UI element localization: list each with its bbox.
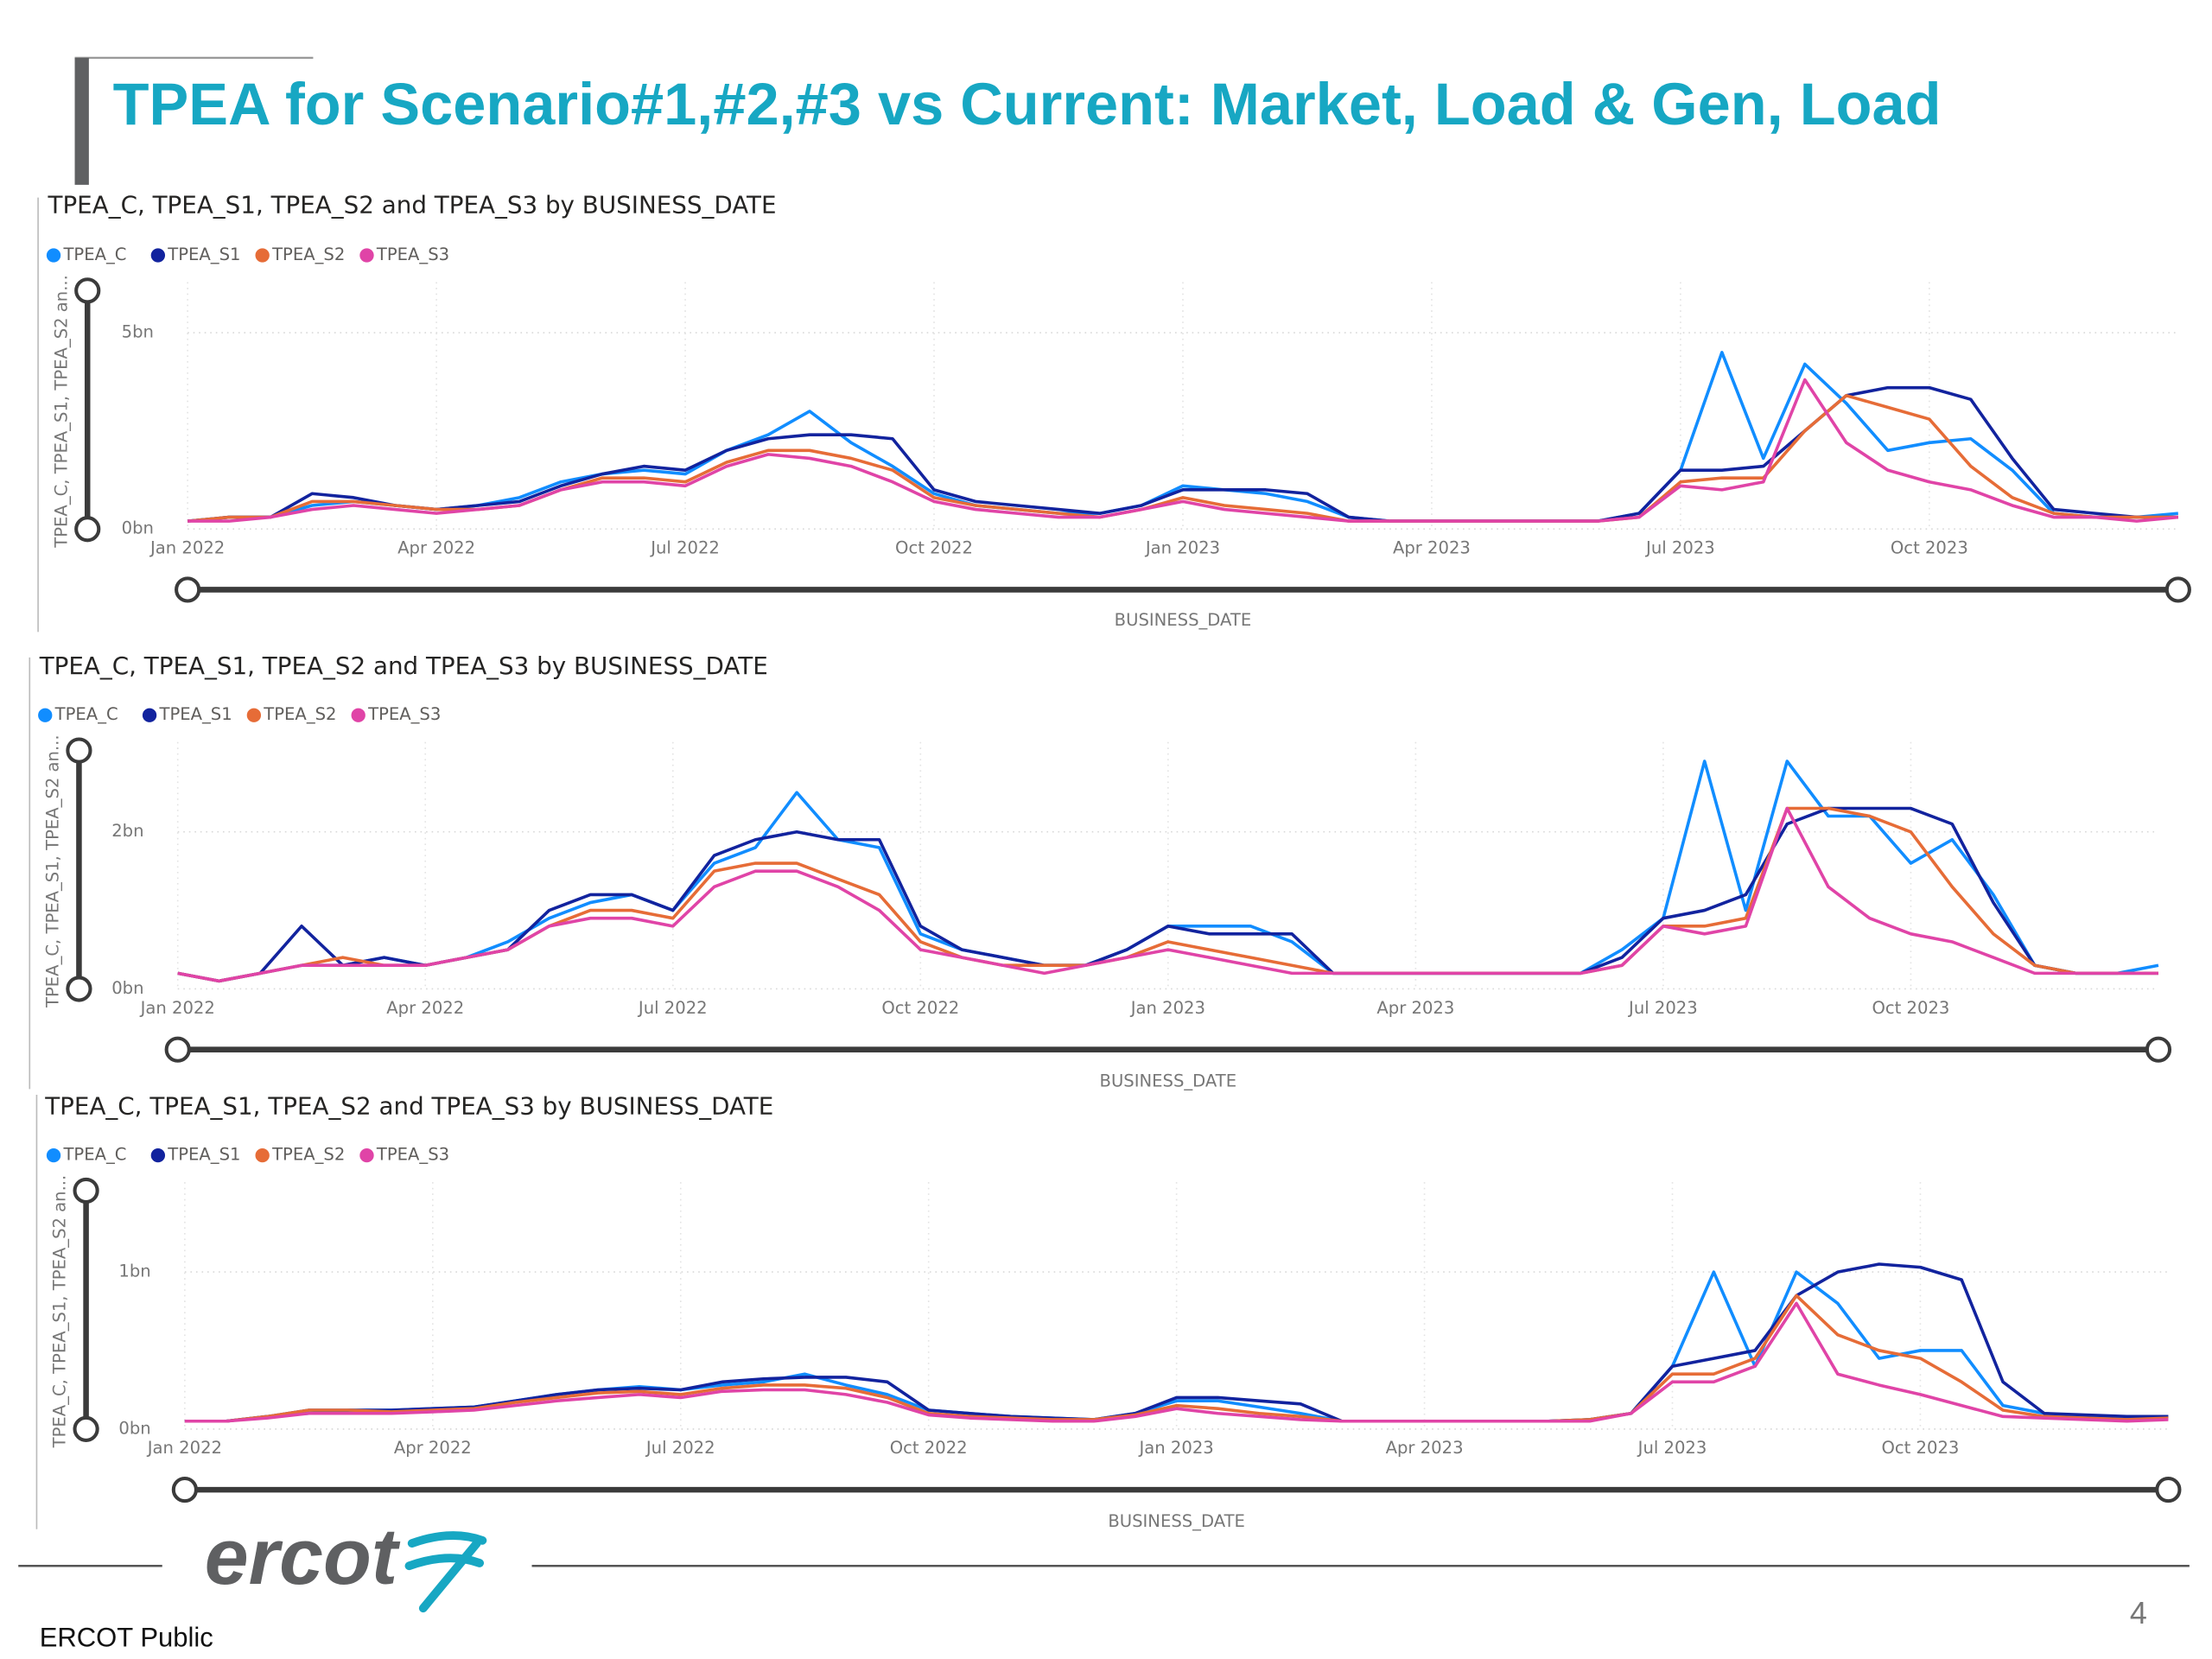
x-tick-label: Jul 2022 bbox=[645, 1438, 715, 1458]
y-slider-handle[interactable] bbox=[66, 737, 92, 764]
y-axis-label: TPEA_C, TPEA_S1, TPEA_S2 an... bbox=[43, 734, 63, 1008]
x-axis-label: BUSINESS_DATE bbox=[1108, 1511, 1245, 1531]
slide-title: TPEA for Scenario#1,#2,#3 vs Current: Ma… bbox=[113, 71, 1942, 137]
legend-marker bbox=[351, 708, 365, 722]
y-slider-handle[interactable] bbox=[74, 516, 101, 543]
x-tick-label: Jan 2023 bbox=[1138, 1438, 1214, 1458]
x-slider-handle[interactable] bbox=[164, 1036, 191, 1063]
x-tick-label: Jul 2022 bbox=[637, 998, 708, 1018]
legend-marker bbox=[142, 708, 157, 722]
x-tick-label: Jul 2023 bbox=[1637, 1438, 1707, 1458]
legend-marker bbox=[38, 708, 53, 722]
legend-marker bbox=[150, 248, 166, 263]
x-tick-label: Jul 2022 bbox=[649, 538, 720, 558]
chart-title: TPEA_C, TPEA_S1, TPEA_S2 and TPEA_S3 by … bbox=[48, 190, 777, 219]
legend-label: TPEA_S2 bbox=[263, 704, 336, 724]
x-tick-label: Jan 2022 bbox=[139, 998, 215, 1018]
series-line bbox=[187, 351, 2178, 523]
x-slider-handle[interactable] bbox=[2145, 1036, 2172, 1063]
legend-label: TPEA_S3 bbox=[376, 1145, 449, 1165]
x-tick-label: Jan 2022 bbox=[149, 538, 225, 558]
legend-marker bbox=[46, 1147, 61, 1163]
legend-label: TPEA_C bbox=[54, 704, 118, 724]
x-tick-label: Apr 2023 bbox=[1393, 538, 1471, 558]
page-number: 4 bbox=[2130, 1595, 2147, 1630]
x-tick-label: Apr 2022 bbox=[394, 1438, 472, 1458]
series-line bbox=[184, 1301, 2169, 1423]
x-tick-label: Jan 2022 bbox=[146, 1438, 222, 1458]
x-tick-label: Jul 2023 bbox=[1627, 998, 1698, 1018]
x-slider-handle[interactable] bbox=[2164, 576, 2191, 603]
legend-label: TPEA_S3 bbox=[376, 245, 449, 264]
x-slider-handle[interactable] bbox=[2155, 1476, 2182, 1503]
x-axis-label: BUSINESS_DATE bbox=[1100, 1071, 1237, 1091]
logo-swoosh bbox=[418, 1539, 481, 1613]
classification: ERCOT Public bbox=[40, 1622, 213, 1652]
x-tick-label: Oct 2023 bbox=[1872, 998, 1949, 1018]
y-tick-label: 0bn bbox=[122, 518, 154, 538]
series-line bbox=[188, 378, 2178, 523]
legend-marker bbox=[246, 708, 262, 722]
x-tick-label: Apr 2023 bbox=[1376, 998, 1454, 1018]
chart: TPEA_C, TPEA_S1, TPEA_S2 and TPEA_S3 by … bbox=[37, 190, 2191, 632]
y-slider-handle[interactable] bbox=[73, 1177, 99, 1205]
y-axis-label: TPEA_C, TPEA_S1, TPEA_S2 an... bbox=[50, 1175, 70, 1449]
y-tick-label: 0bn bbox=[111, 978, 143, 998]
logo-swoosh bbox=[407, 1531, 487, 1548]
legend-marker bbox=[359, 248, 374, 263]
legend-label: TPEA_S1 bbox=[158, 704, 232, 724]
legend-label: TPEA_S1 bbox=[167, 245, 240, 264]
x-slider-handle[interactable] bbox=[175, 576, 201, 603]
legend-label: TPEA_S1 bbox=[167, 1145, 240, 1165]
chart-title: TPEA_C, TPEA_S1, TPEA_S2 and TPEA_S3 by … bbox=[39, 652, 768, 680]
series-line bbox=[177, 806, 2158, 983]
y-tick-label: 5bn bbox=[122, 322, 154, 342]
legend-label: TPEA_S2 bbox=[271, 245, 345, 264]
y-slider-handle[interactable] bbox=[73, 1415, 99, 1442]
legend-marker bbox=[255, 1147, 270, 1163]
x-tick-label: Oct 2022 bbox=[881, 998, 959, 1018]
legend-label: TPEA_S2 bbox=[271, 1145, 345, 1165]
chart: TPEA_C, TPEA_S1, TPEA_S2 and TPEA_S3 by … bbox=[29, 652, 2172, 1091]
x-axis-label: BUSINESS_DATE bbox=[1115, 610, 1252, 630]
legend-label: TPEA_C bbox=[62, 1145, 126, 1165]
logo-mark bbox=[404, 1531, 487, 1613]
legend-label: TPEA_C bbox=[62, 245, 126, 264]
x-tick-label: Apr 2022 bbox=[397, 538, 475, 558]
chart-title: TPEA_C, TPEA_S1, TPEA_S2 and TPEA_S3 by … bbox=[44, 1092, 773, 1121]
charts: TPEA_C, TPEA_S1, TPEA_S2 and TPEA_S3 by … bbox=[29, 190, 2191, 1531]
x-slider-handle[interactable] bbox=[171, 1476, 198, 1503]
legend-marker bbox=[150, 1147, 166, 1163]
legend-marker bbox=[255, 248, 270, 263]
y-slider-handle[interactable] bbox=[66, 976, 92, 1002]
chart: TPEA_C, TPEA_S1, TPEA_S2 and TPEA_S3 by … bbox=[35, 1092, 2182, 1531]
logo-text: ercot bbox=[205, 1513, 401, 1601]
y-slider-handle[interactable] bbox=[74, 277, 101, 304]
x-tick-label: Jan 2023 bbox=[1144, 538, 1220, 558]
x-tick-label: Apr 2022 bbox=[386, 998, 464, 1018]
logo-swoosh bbox=[404, 1554, 484, 1571]
series-line bbox=[184, 1262, 2169, 1423]
y-tick-label: 1bn bbox=[118, 1262, 150, 1281]
legend-marker bbox=[359, 1147, 374, 1163]
y-axis-label: TPEA_C, TPEA_S1, TPEA_S2 an... bbox=[51, 275, 71, 549]
x-tick-label: Oct 2023 bbox=[1881, 1438, 1959, 1458]
x-tick-label: Oct 2022 bbox=[895, 538, 973, 558]
x-tick-label: Jan 2023 bbox=[1129, 998, 1205, 1018]
x-tick-label: Oct 2023 bbox=[1891, 538, 1968, 558]
legend-label: TPEA_S3 bbox=[367, 704, 441, 724]
y-tick-label: 2bn bbox=[111, 821, 143, 841]
x-tick-label: Jul 2023 bbox=[1644, 538, 1715, 558]
x-tick-label: Apr 2023 bbox=[1386, 1438, 1464, 1458]
legend-marker bbox=[46, 248, 61, 263]
series-line bbox=[184, 1294, 2169, 1423]
y-tick-label: 0bn bbox=[118, 1418, 150, 1438]
title-bar bbox=[74, 57, 89, 185]
x-tick-label: Oct 2022 bbox=[890, 1438, 968, 1458]
